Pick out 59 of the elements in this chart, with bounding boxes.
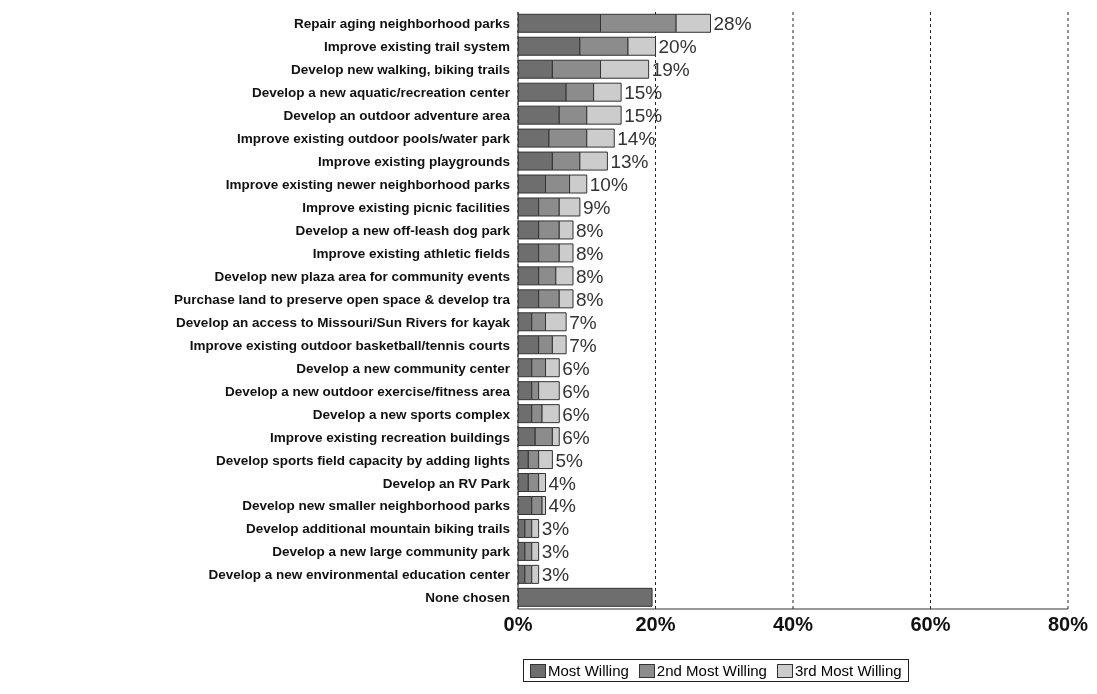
total-label: 6% xyxy=(562,403,590,425)
y-tick-label: Develop a new environmental education center xyxy=(208,567,511,583)
total-label: 8% xyxy=(576,242,604,264)
y-tick-label: Develop a new outdoor exercise/fitness area xyxy=(224,383,511,399)
y-tick-label: Develop a new off-leash dog park xyxy=(295,222,511,238)
y-tick-label: Develop a new aquatic/recreation center xyxy=(251,85,511,101)
legend-label: Most Willing xyxy=(547,662,629,679)
y-tick-label: Improve existing athletic fields xyxy=(312,245,510,261)
x-tick-label: 60% xyxy=(910,613,951,636)
total-label: 28% xyxy=(713,13,752,35)
total-label: 8% xyxy=(576,265,604,287)
y-tick-label: Develop new walking, biking trails xyxy=(290,62,510,78)
total-label: 9% xyxy=(582,196,611,218)
y-tick-label: Improve existing outdoor pools/water park xyxy=(236,131,511,147)
total-label: 5% xyxy=(555,449,583,471)
y-tick-label: Improve existing outdoor basketball/tennis courts xyxy=(189,337,510,353)
y-tick-label: Develop additional mountain biking trails xyxy=(245,521,510,537)
total-label: 3% xyxy=(541,541,570,563)
y-tick-label: None chosen xyxy=(425,590,510,606)
total-label: 8% xyxy=(576,219,604,241)
y-tick-label: Develop an outdoor adventure area xyxy=(283,108,511,124)
total-label: 3% xyxy=(541,518,570,540)
y-tick-label: Purchase land to preserve open space & develop tra xyxy=(173,291,511,307)
y-tick-label: Improve existing picnic facilities xyxy=(302,199,510,215)
y-tick-label: Develop new smaller neighborhood parks xyxy=(242,498,510,514)
y-tick-label: Improve existing playgrounds xyxy=(317,154,510,170)
y-tick-label: Develop new plaza area for community events xyxy=(214,268,510,284)
legend-label: 2nd Most Willing xyxy=(655,662,767,679)
total-label: 15% xyxy=(624,82,663,104)
y-tick-label: Repair aging neighborhood parks xyxy=(293,16,510,32)
y-tick-label: Improve existing newer neighborhood parks xyxy=(225,177,510,192)
total-label: 7% xyxy=(569,311,597,333)
total-label: 6% xyxy=(562,380,590,402)
total-label: 8% xyxy=(576,288,604,310)
total-label: 4% xyxy=(548,472,577,494)
total-label: 14% xyxy=(617,128,656,150)
total-label: 10% xyxy=(589,174,628,196)
y-tick-label: Develop a new sports complex xyxy=(312,406,511,422)
total-label: 20% xyxy=(658,36,697,58)
x-tick-label: 40% xyxy=(772,613,814,636)
y-tick-label: Develop sports field capacity by adding lights xyxy=(215,452,510,468)
total-label: 3% xyxy=(541,564,570,586)
total-label: 19% xyxy=(651,59,690,81)
total-label: 4% xyxy=(548,495,577,517)
total-label: 15% xyxy=(624,105,663,127)
x-tick-label: 80% xyxy=(1047,613,1089,636)
legend-label: 3rd Most Willing xyxy=(793,662,902,679)
y-tick-label: Improve existing trail system xyxy=(323,39,510,55)
x-tick-label: 20% xyxy=(635,613,676,636)
y-tick-label: Develop a new large community park xyxy=(272,544,511,560)
y-tick-label: Develop an access to Missouri/Sun Rivers for kayak xyxy=(176,314,511,330)
y-tick-label: Develop a new community center xyxy=(296,360,511,376)
y-tick-label: Improve existing recreation buildings xyxy=(269,429,510,445)
x-tick-label: 0% xyxy=(503,613,533,636)
total-label: 13% xyxy=(610,151,649,173)
total-label: 6% xyxy=(562,357,590,379)
y-tick-label: Develop an RV Park xyxy=(382,475,511,491)
total-label: 6% xyxy=(562,426,590,448)
total-label: 7% xyxy=(569,334,597,356)
